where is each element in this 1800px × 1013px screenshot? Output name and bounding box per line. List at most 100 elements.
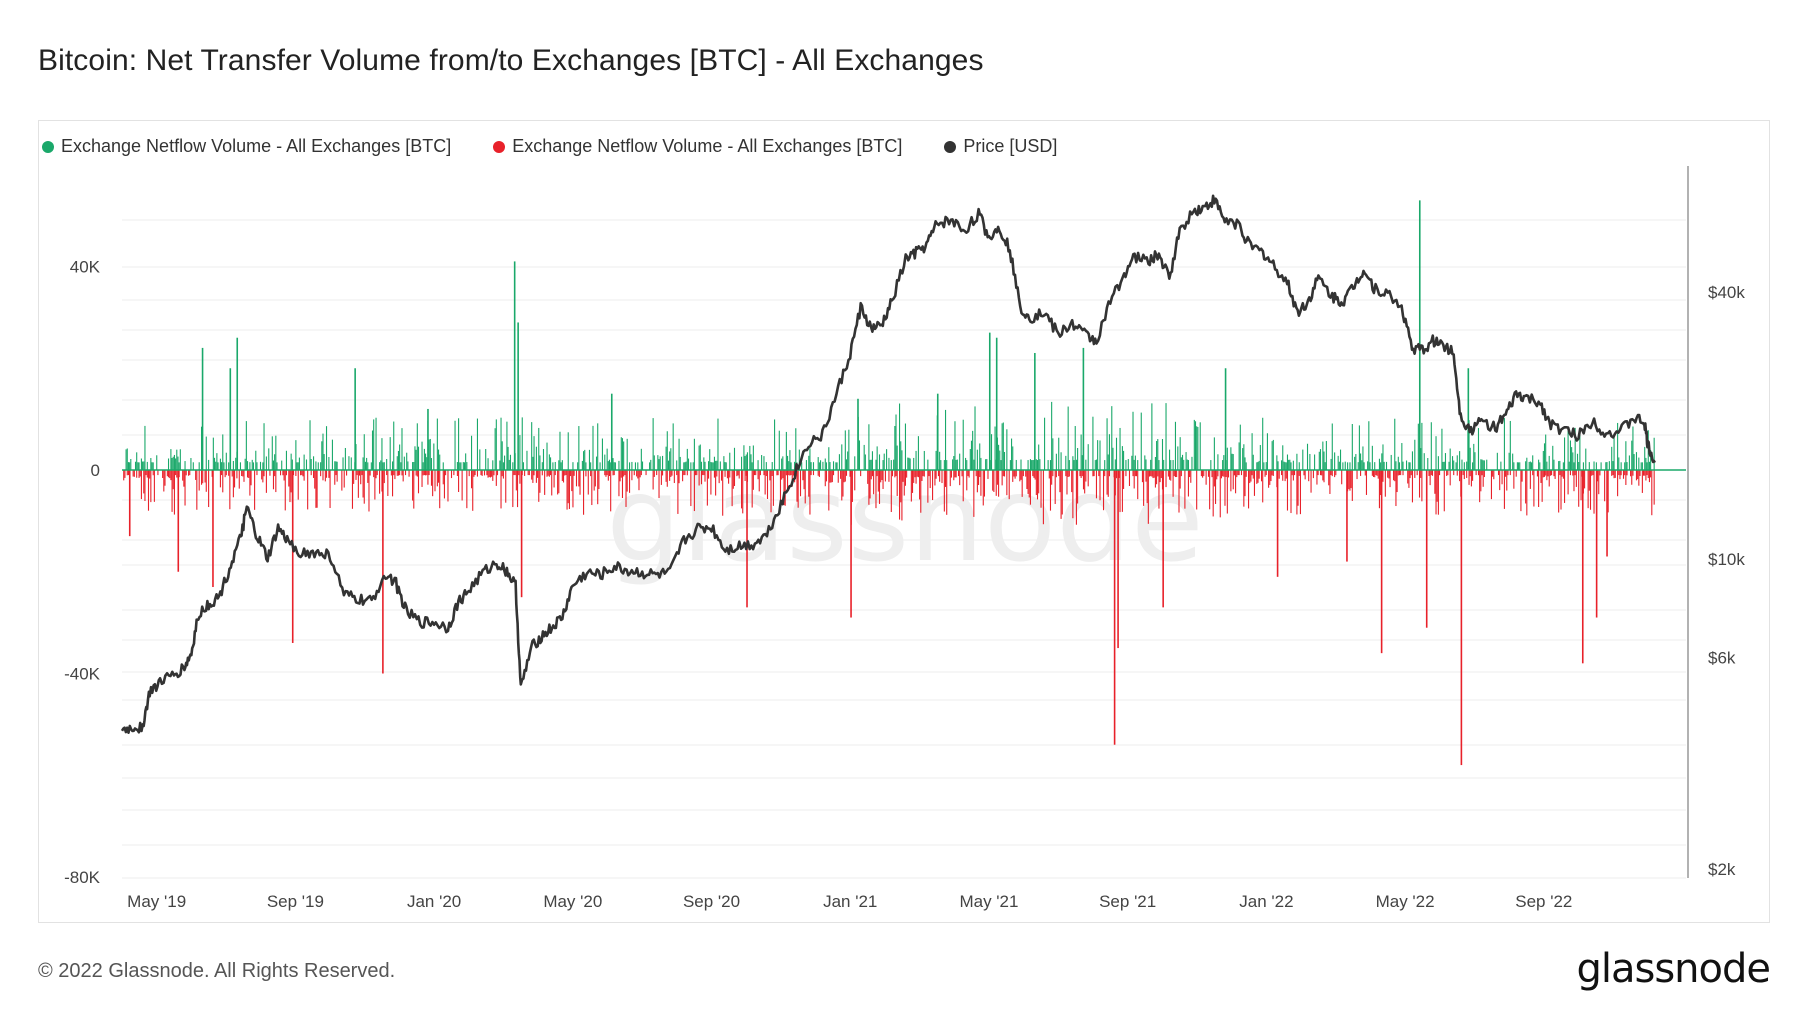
netflow-bar-positive xyxy=(190,458,192,470)
netflow-bar-negative xyxy=(1060,470,1062,519)
netflow-bar-positive xyxy=(637,462,639,470)
netflow-bar-positive xyxy=(1421,422,1423,470)
netflow-bar-negative xyxy=(368,470,370,512)
netflow-bar-negative xyxy=(1071,470,1073,493)
netflow-bar-positive xyxy=(1065,455,1067,470)
netflow-bar-positive xyxy=(1585,448,1587,470)
netflow-bar-positive xyxy=(533,436,535,470)
netflow-bar-negative xyxy=(282,470,284,476)
netflow-bar-positive xyxy=(221,462,223,470)
netflow-bar-negative xyxy=(1466,470,1468,478)
netflow-bar-negative xyxy=(1619,470,1621,480)
netflow-bar-negative xyxy=(1281,470,1283,476)
x-tick-label: Jan '20 xyxy=(407,892,461,911)
netflow-bar-positive xyxy=(325,426,328,470)
netflow-bar-positive xyxy=(1562,462,1564,470)
netflow-bar-positive xyxy=(1482,460,1484,470)
netflow-bar-negative xyxy=(1443,470,1445,512)
netflow-bar-negative xyxy=(143,470,145,494)
netflow-bar-positive xyxy=(588,449,591,470)
netflow-bar-negative xyxy=(656,470,658,476)
netflow-bar-negative xyxy=(357,470,359,498)
netflow-bar-negative xyxy=(1482,470,1484,487)
netflow-bar-negative xyxy=(1026,470,1028,490)
netflow-bar-negative xyxy=(796,470,798,502)
netflow-bar-negative xyxy=(825,470,828,482)
netflow-bar-positive xyxy=(179,449,181,470)
netflow-bar-negative xyxy=(428,470,430,476)
netflow-bar-positive xyxy=(999,450,1001,470)
netflow-bar-negative xyxy=(875,470,877,509)
netflow-bar-positive xyxy=(1578,462,1580,470)
netflow-bar-negative xyxy=(123,470,125,481)
netflow-bar-positive xyxy=(944,409,947,470)
y-left-tick-label: -40K xyxy=(64,665,101,684)
netflow-bar-positive xyxy=(1409,462,1411,470)
legend-item-netflow-negative[interactable]: Exchange Netflow Volume - All Exchanges … xyxy=(493,136,902,157)
netflow-bar-positive xyxy=(709,449,711,470)
netflow-bar-negative xyxy=(1108,470,1110,477)
netflow-bar-positive xyxy=(604,454,606,470)
legend-item-price[interactable]: Price [USD] xyxy=(944,136,1057,157)
netflow-bar-positive xyxy=(276,462,278,470)
netflow-bar-positive xyxy=(413,461,415,470)
netflow-bar-negative xyxy=(434,470,436,492)
netflow-bar-positive xyxy=(1210,460,1212,470)
netflow-bar-positive xyxy=(1369,462,1371,470)
netflow-bar-negative xyxy=(1082,470,1085,490)
netflow-bar-positive xyxy=(847,451,849,470)
netflow-bar-positive xyxy=(613,462,615,470)
netflow-bar-positive xyxy=(548,454,550,470)
netflow-bar-positive xyxy=(1107,454,1109,470)
netflow-bar-negative xyxy=(831,470,833,483)
netflow-bar-positive xyxy=(1625,441,1627,470)
netflow-bar-negative xyxy=(652,470,654,490)
netflow-bar-negative xyxy=(1019,470,1021,482)
netflow-bar-positive xyxy=(712,462,714,470)
netflow-bar-negative xyxy=(636,470,638,477)
netflow-bar-positive xyxy=(1442,461,1444,470)
netflow-bar-negative xyxy=(127,470,129,476)
y-left-tick-label: 0 xyxy=(91,461,100,480)
netflow-bar-positive xyxy=(678,438,680,470)
netflow-bar-negative xyxy=(1299,470,1301,515)
netflow-bar-positive xyxy=(1259,445,1261,470)
netflow-spike-positive xyxy=(995,337,998,470)
netflow-bar-negative xyxy=(1356,470,1358,480)
netflow-bar-positive xyxy=(618,460,620,470)
netflow-bar-negative xyxy=(219,470,221,488)
netflow-bar-negative xyxy=(1154,470,1156,488)
netflow-bar-negative xyxy=(1272,470,1274,476)
netflow-bar-positive xyxy=(1516,462,1518,470)
netflow-bar-positive xyxy=(456,462,458,470)
netflow-bar-negative xyxy=(138,470,140,478)
netflow-bar-negative xyxy=(1278,470,1280,479)
netflow-bar-positive xyxy=(1512,453,1514,470)
netflow-bar-positive xyxy=(1617,422,1619,470)
netflow-bar-positive xyxy=(1277,461,1279,470)
netflow-bar-positive xyxy=(1032,460,1034,470)
netflow-bar-negative xyxy=(995,470,997,496)
netflow-bar-positive xyxy=(970,440,973,470)
netflow-bar-negative xyxy=(1393,470,1395,481)
netflow-bar-negative xyxy=(550,470,552,476)
netflow-bar-positive xyxy=(1003,451,1006,470)
netflow-bar-negative xyxy=(1429,470,1431,486)
netflow-bar-negative xyxy=(554,470,556,476)
legend-item-netflow-positive[interactable]: Exchange Netflow Volume - All Exchanges … xyxy=(42,136,451,157)
netflow-bar-positive xyxy=(808,455,810,470)
netflow-bar-negative xyxy=(1151,470,1153,477)
netflow-bar-negative xyxy=(597,470,599,505)
netflow-bar-positive xyxy=(363,434,365,470)
netflow-bar-positive xyxy=(1626,462,1628,470)
netflow-bar-negative xyxy=(1316,470,1318,485)
netflow-bar-positive xyxy=(1357,462,1359,470)
netflow-bar-negative xyxy=(437,470,440,483)
netflow-bar-negative xyxy=(1416,470,1418,476)
netflow-bar-negative xyxy=(1258,470,1260,479)
netflow-bar-negative xyxy=(474,470,476,476)
netflow-bar-negative xyxy=(1291,470,1293,476)
netflow-bar-negative xyxy=(313,470,315,478)
netflow-bar-negative xyxy=(604,470,606,476)
